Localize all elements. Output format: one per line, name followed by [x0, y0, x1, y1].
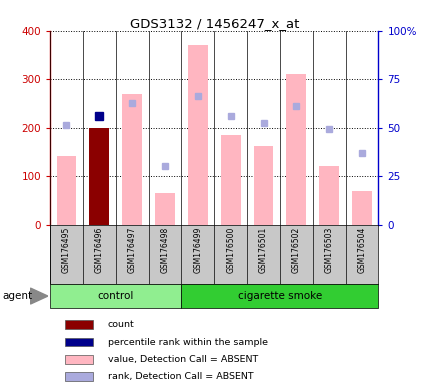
- Text: GSM176501: GSM176501: [258, 227, 267, 273]
- Text: GSM176500: GSM176500: [226, 227, 235, 273]
- Text: agent: agent: [2, 291, 32, 301]
- Bar: [122, 94, 141, 225]
- Bar: [155, 193, 174, 225]
- Bar: [253, 146, 273, 225]
- Bar: [352, 191, 371, 225]
- Text: rank, Detection Call = ABSENT: rank, Detection Call = ABSENT: [108, 372, 253, 381]
- Polygon shape: [30, 288, 48, 304]
- Text: GSM176502: GSM176502: [291, 227, 300, 273]
- Text: GSM176503: GSM176503: [324, 227, 333, 273]
- Text: percentile rank within the sample: percentile rank within the sample: [108, 338, 267, 347]
- Bar: [50, 284, 181, 308]
- Bar: [65, 338, 93, 346]
- Text: cigarette smoke: cigarette smoke: [237, 291, 321, 301]
- Text: GSM176498: GSM176498: [160, 227, 169, 273]
- Bar: [220, 135, 240, 225]
- Bar: [89, 127, 109, 225]
- Text: GSM176495: GSM176495: [62, 227, 71, 273]
- Bar: [181, 284, 378, 308]
- Bar: [65, 372, 93, 381]
- Bar: [56, 156, 76, 225]
- Text: control: control: [97, 291, 134, 301]
- Bar: [65, 355, 93, 364]
- Text: count: count: [108, 320, 134, 329]
- Text: GSM176496: GSM176496: [95, 227, 104, 273]
- Bar: [89, 127, 109, 225]
- Text: GSM176499: GSM176499: [193, 227, 202, 273]
- Text: GSM176497: GSM176497: [127, 227, 136, 273]
- Title: GDS3132 / 1456247_x_at: GDS3132 / 1456247_x_at: [129, 17, 298, 30]
- Text: value, Detection Call = ABSENT: value, Detection Call = ABSENT: [108, 355, 257, 364]
- Bar: [319, 167, 338, 225]
- Bar: [65, 321, 93, 329]
- Bar: [187, 45, 207, 225]
- Bar: [286, 74, 306, 225]
- Text: GSM176504: GSM176504: [357, 227, 366, 273]
